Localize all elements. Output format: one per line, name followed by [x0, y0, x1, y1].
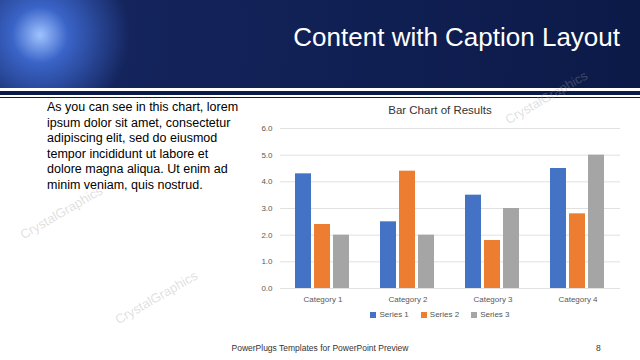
html-text:Series 3: Series 3	[480, 310, 510, 319]
html-text:Content with Caption Layout: Content with Caption Layout	[293, 22, 620, 52]
html-text:Series 2: Series 2	[429, 310, 460, 319]
svg-text:Category 2: Category 2	[388, 295, 428, 304]
html-text:CrystalGraphics: CrystalGraphics	[502, 67, 590, 128]
svg-text:5.0: 5.0	[261, 151, 273, 160]
svg-text:0.0: 0.0	[261, 284, 273, 293]
html-text:8: 8	[596, 343, 601, 353]
svg-text:2.0: 2.0	[261, 231, 273, 240]
svg-text:6.0: 6.0	[261, 124, 273, 133]
html-text:CrystalGraphics: CrystalGraphics	[112, 267, 200, 328]
html-text:PowerPlugs Templates for Power: PowerPlugs Templates for PowerPoint Prev…	[231, 343, 409, 353]
svg-text:Category 3: Category 3	[473, 295, 513, 304]
html-text:As you can see in this chart,: As you can see in this chart, lorem ipsu…	[47, 100, 239, 192]
svg-text:4.0: 4.0	[261, 177, 273, 186]
html-text:Series 1: Series 1	[379, 310, 409, 319]
svg-text:Category 1: Category 1	[303, 295, 343, 304]
svg-text:1.0: 1.0	[261, 257, 273, 266]
html-text:Bar Chart of Results: Bar Chart of Results	[388, 104, 492, 116]
svg-text:3.0: 3.0	[261, 204, 273, 213]
svg-text:Category 4: Category 4	[558, 295, 598, 304]
html-text:CrystalGraphics: CrystalGraphics	[17, 182, 105, 243]
